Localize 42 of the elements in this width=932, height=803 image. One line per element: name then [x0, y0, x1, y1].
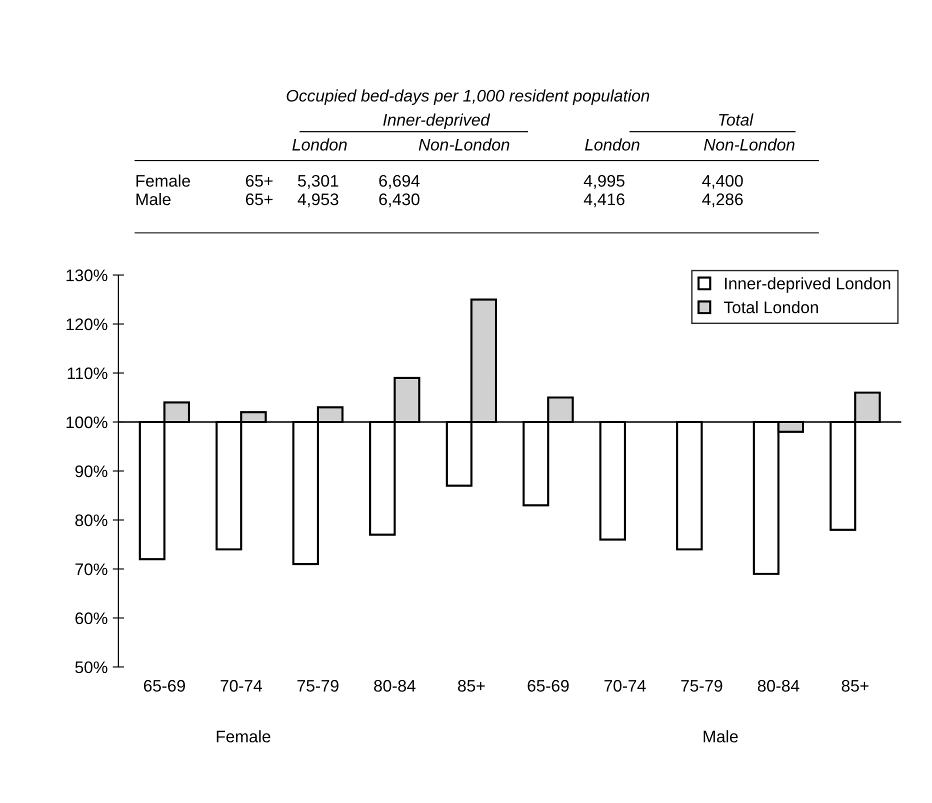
x-tick-label: 80-84 [758, 680, 800, 692]
text: 65+ [246, 193, 273, 206]
x-tick-label: 65-69 [528, 680, 569, 692]
text: 6,430 [379, 193, 420, 208]
text: Male [136, 192, 171, 206]
text: Total [719, 113, 754, 126]
text: 4,416 [584, 193, 624, 208]
text: 5,301 [298, 174, 338, 189]
legend-label: Inner-deprived London [725, 277, 890, 293]
legend-label: Total London [724, 301, 818, 314]
text: Female [136, 174, 190, 187]
text: 4,995 [584, 174, 624, 189]
x-tick-label: 85+ [458, 680, 485, 692]
x-tick-label: 70-74 [604, 680, 646, 692]
text: Non-London [418, 138, 510, 151]
y-tick-label: 120% [66, 318, 108, 330]
text: 6,694 [379, 174, 420, 189]
text: Inner-deprived [383, 113, 490, 130]
text: 4,286 [702, 193, 743, 208]
text: Non-London [704, 138, 794, 151]
text: 65+ [246, 174, 273, 187]
y-tick-label: 100% [66, 416, 108, 428]
x-tick-label: 75-79 [297, 680, 338, 692]
y-tick-label: 110% [68, 367, 108, 380]
x-tick-label: 80-84 [374, 680, 416, 692]
y-tick-label: 70% [75, 563, 108, 576]
text: 4,953 [298, 193, 338, 208]
chart-title: Occupied bed-days per 1,000 resident population [286, 89, 650, 105]
y-tick-label: 50% [75, 661, 108, 674]
text: 4,400 [702, 174, 743, 189]
x-tick-label: 85+ [842, 680, 869, 692]
x-tick-label: 75-79 [681, 680, 722, 692]
x-tick-label: 65-69 [144, 680, 185, 692]
text: Female [216, 730, 270, 742]
y-tick-label: 90% [75, 465, 108, 478]
text: Male [704, 730, 738, 742]
y-tick-label: 80% [75, 514, 108, 526]
text: London [585, 138, 640, 151]
x-tick-label: 70-74 [220, 680, 262, 692]
y-tick-label: 130% [66, 269, 108, 282]
y-tick-label: 60% [75, 612, 108, 624]
text: London [292, 138, 347, 151]
